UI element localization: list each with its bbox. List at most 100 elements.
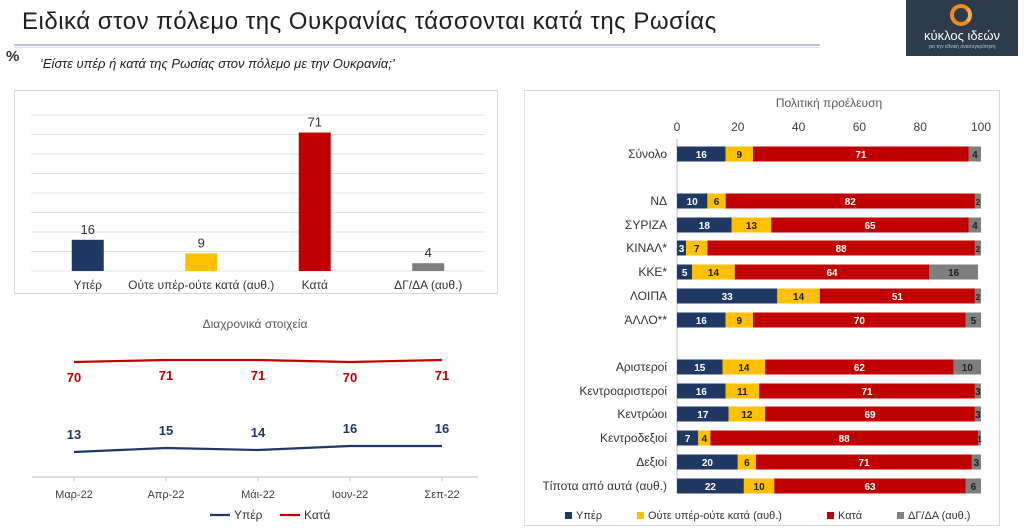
bar-value-label: 71 bbox=[308, 115, 322, 130]
x-tick-label: Μάι-22 bbox=[241, 489, 275, 501]
series-line-1 bbox=[73, 444, 442, 454]
legend-label: ΔΓ/ΔΑ (αυθ.) bbox=[908, 510, 970, 522]
bar-4 bbox=[412, 263, 445, 271]
segment-value-label: 88 bbox=[839, 434, 851, 445]
bar-category-label: Υπέρ bbox=[74, 278, 103, 292]
logo-tagline: για την εθνική ανασυγκρότηση bbox=[928, 44, 996, 50]
bar-category-label: ΔΓ/ΔΑ (αυθ.) bbox=[394, 278, 462, 292]
segment-value-label: 71 bbox=[858, 458, 870, 469]
stacked-segment bbox=[977, 430, 981, 446]
stacked-segment bbox=[968, 217, 981, 233]
party-stacked-chart-panel: Πολιτική προέλευση 0 20 40 60 80 100 Σύνολο 16 9 7… bbox=[524, 90, 1000, 526]
segment-value-label: 65 bbox=[864, 221, 876, 232]
segment-value-label: 22 bbox=[705, 482, 717, 493]
segment-value-label: 20 bbox=[702, 458, 714, 469]
stacked-segment bbox=[974, 240, 981, 256]
segment-value-label: 88 bbox=[836, 244, 848, 255]
segment-value-label: 3 bbox=[975, 410, 981, 421]
stacked-segment bbox=[777, 288, 820, 304]
bar-value-label: 16 bbox=[81, 222, 95, 237]
line-data-label: 13 bbox=[67, 427, 81, 442]
legend-label: Υπέρ bbox=[576, 510, 602, 522]
line-chart-title: Διαχρονικά στοιχεία bbox=[203, 317, 308, 331]
x-tick-label: 20 bbox=[731, 120, 745, 134]
stacked-segment bbox=[677, 240, 687, 256]
stacked-segment bbox=[725, 312, 753, 328]
stacked-segment bbox=[707, 240, 975, 256]
segment-value-label: 11 bbox=[737, 387, 748, 398]
line-data-label: 16 bbox=[343, 421, 357, 436]
bar-category-label: Κατά bbox=[302, 278, 328, 292]
bar-value-label: 9 bbox=[198, 235, 205, 250]
segment-value-label: 82 bbox=[845, 197, 857, 208]
segment-value-label: 12 bbox=[741, 410, 753, 421]
bar-1 bbox=[71, 239, 104, 271]
segment-value-label: 62 bbox=[854, 363, 866, 374]
overall-bar-chart-panel: 16 Υπέρ 9 Ούτε υπέρ-ούτε κατά (αυθ.) 71 Κατά 4… bbox=[14, 90, 498, 294]
stacked-segment bbox=[765, 406, 975, 422]
legend-swatch bbox=[565, 512, 572, 519]
segment-value-label: 9 bbox=[737, 150, 743, 161]
row-label: Κεντροαριστεροί bbox=[579, 384, 667, 398]
stacked-segment bbox=[974, 406, 981, 422]
title-divider bbox=[14, 44, 820, 46]
segment-value-label: 71 bbox=[855, 150, 867, 161]
stacked-segment bbox=[974, 288, 981, 304]
segment-value-label: 64 bbox=[826, 268, 838, 279]
stacked-segment bbox=[743, 478, 775, 494]
stacked-segment bbox=[734, 264, 930, 280]
overall-bar-chart: 16 Υπέρ 9 Ούτε υπέρ-ούτε κατά (αυθ.) 71 Κατά 4… bbox=[31, 114, 485, 292]
trend-line-chart: Διαχρονικά στοιχεία Μαρ-22 Απρ-22 Μάι-22 Ιου… bbox=[32, 317, 478, 522]
segment-value-label: 4 bbox=[972, 150, 978, 161]
segment-value-label: 2 bbox=[976, 245, 981, 254]
stacked-segment bbox=[677, 312, 726, 328]
segment-value-label: 5 bbox=[971, 316, 977, 327]
legend-label: Κατά bbox=[838, 510, 863, 522]
row-label: ΆΛΛΟ** bbox=[625, 313, 668, 327]
row-label: Αριστεροί bbox=[616, 360, 667, 374]
segment-value-label: 13 bbox=[746, 221, 758, 232]
stacked-segment bbox=[753, 312, 966, 328]
segment-value-label: 33 bbox=[722, 292, 734, 303]
stacked-segment bbox=[974, 193, 981, 209]
line-data-label: 70 bbox=[343, 370, 357, 385]
row-label: ΝΔ bbox=[650, 194, 667, 208]
stacked-segment bbox=[677, 359, 723, 375]
stacked-segment bbox=[710, 430, 978, 446]
segment-value-label: 9 bbox=[737, 316, 743, 327]
stacked-segment bbox=[765, 359, 954, 375]
row-label: Σύνολο bbox=[628, 147, 667, 161]
segment-value-label: 14 bbox=[793, 292, 805, 303]
stacked-segment bbox=[737, 454, 757, 470]
stacked-segment bbox=[965, 478, 981, 494]
legend-swatch bbox=[897, 512, 904, 519]
segment-value-label: 10 bbox=[962, 363, 974, 374]
segment-value-label: 7 bbox=[694, 244, 700, 255]
segment-value-label: 4 bbox=[702, 434, 708, 445]
stacked-segment bbox=[677, 288, 778, 304]
segment-value-label: 3 bbox=[974, 458, 980, 469]
x-tick-label: 0 bbox=[674, 120, 681, 134]
legend-swatch bbox=[637, 512, 644, 519]
stacked-segment bbox=[677, 193, 708, 209]
segment-value-label: 71 bbox=[861, 387, 873, 398]
page-title: Ειδικά στον πόλεμο της Ουκρανίας τάσσοντ… bbox=[22, 8, 717, 35]
segment-value-label: 14 bbox=[708, 268, 720, 279]
segment-value-label: 4 bbox=[972, 221, 978, 232]
stacked-segment bbox=[698, 430, 711, 446]
stacked-segment bbox=[929, 264, 978, 280]
row-label: ΣΥΡΙΖΑ bbox=[625, 218, 667, 232]
segment-value-label: 16 bbox=[696, 387, 708, 398]
segment-value-label: 70 bbox=[854, 316, 866, 327]
segment-value-label: 5 bbox=[682, 268, 688, 279]
stacked-chart-title: Πολιτική προέλευση bbox=[776, 96, 882, 110]
stacked-segment bbox=[728, 406, 766, 422]
segment-value-label: 18 bbox=[699, 221, 711, 232]
bar-category-label: Ούτε υπέρ-ούτε κατά (αυθ.) bbox=[128, 278, 274, 292]
segment-value-label: 7 bbox=[685, 434, 691, 445]
row-label: Τίποτα από αυτά (αυθ.) bbox=[542, 479, 667, 493]
x-tick-label: Ιουν-22 bbox=[332, 489, 369, 501]
segment-value-label: 6 bbox=[744, 458, 750, 469]
stacked-segment bbox=[677, 430, 699, 446]
segment-value-label: 16 bbox=[696, 316, 708, 327]
